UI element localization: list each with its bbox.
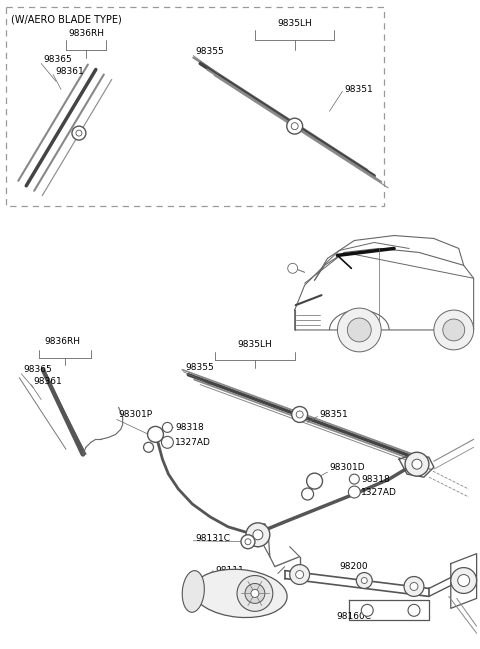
Text: 98351: 98351: [320, 410, 348, 419]
Text: 1327AD: 1327AD: [175, 438, 211, 447]
Circle shape: [253, 530, 263, 540]
Circle shape: [434, 310, 474, 350]
Circle shape: [161, 436, 173, 448]
Circle shape: [246, 523, 270, 546]
Circle shape: [307, 473, 323, 489]
Text: 98361: 98361: [55, 67, 84, 76]
Circle shape: [356, 572, 372, 589]
Circle shape: [241, 535, 255, 548]
Ellipse shape: [182, 570, 204, 612]
Circle shape: [408, 604, 420, 617]
Circle shape: [451, 568, 477, 593]
Circle shape: [301, 488, 313, 500]
Circle shape: [147, 426, 164, 443]
Circle shape: [348, 486, 360, 498]
Circle shape: [361, 604, 373, 617]
Circle shape: [144, 443, 154, 452]
Text: 9835LH: 9835LH: [238, 340, 272, 349]
Text: 98355: 98355: [195, 47, 224, 56]
Text: 98351: 98351: [344, 85, 373, 94]
Text: 1327AD: 1327AD: [361, 487, 397, 496]
Text: 98160C: 98160C: [337, 612, 372, 621]
Text: 98365: 98365: [23, 365, 52, 374]
Circle shape: [405, 452, 429, 476]
Ellipse shape: [193, 569, 287, 618]
FancyBboxPatch shape: [6, 7, 384, 206]
Circle shape: [404, 576, 424, 596]
Text: 98355: 98355: [185, 363, 214, 373]
Text: 9836RH: 9836RH: [44, 337, 80, 347]
Circle shape: [251, 589, 259, 598]
Text: 98318: 98318: [361, 474, 390, 484]
Circle shape: [349, 474, 360, 484]
Circle shape: [410, 583, 418, 591]
Circle shape: [290, 565, 310, 585]
Text: 98200: 98200: [339, 562, 368, 571]
Circle shape: [443, 319, 465, 341]
Circle shape: [412, 459, 422, 469]
Circle shape: [348, 318, 371, 342]
Text: 98301D: 98301D: [329, 463, 365, 472]
Text: 98301P: 98301P: [119, 410, 153, 419]
Text: (W/AERO BLADE TYPE): (W/AERO BLADE TYPE): [12, 15, 122, 25]
Circle shape: [292, 406, 308, 422]
Circle shape: [296, 411, 303, 418]
Circle shape: [288, 263, 298, 273]
Circle shape: [162, 422, 172, 432]
Text: 98131C: 98131C: [195, 534, 230, 543]
Circle shape: [296, 570, 304, 578]
Text: 98318: 98318: [175, 423, 204, 432]
Circle shape: [245, 583, 265, 604]
Text: 9836RH: 9836RH: [68, 29, 104, 38]
Circle shape: [287, 118, 302, 134]
Circle shape: [361, 578, 367, 583]
Circle shape: [458, 574, 469, 587]
Text: 98111: 98111: [215, 566, 244, 575]
Text: 9835LH: 9835LH: [277, 19, 312, 29]
Circle shape: [337, 308, 381, 352]
Circle shape: [72, 126, 86, 140]
Circle shape: [76, 130, 82, 136]
Circle shape: [291, 123, 298, 130]
Circle shape: [237, 576, 273, 611]
Text: 98365: 98365: [43, 55, 72, 64]
Circle shape: [245, 539, 251, 545]
Text: 98361: 98361: [33, 377, 62, 386]
